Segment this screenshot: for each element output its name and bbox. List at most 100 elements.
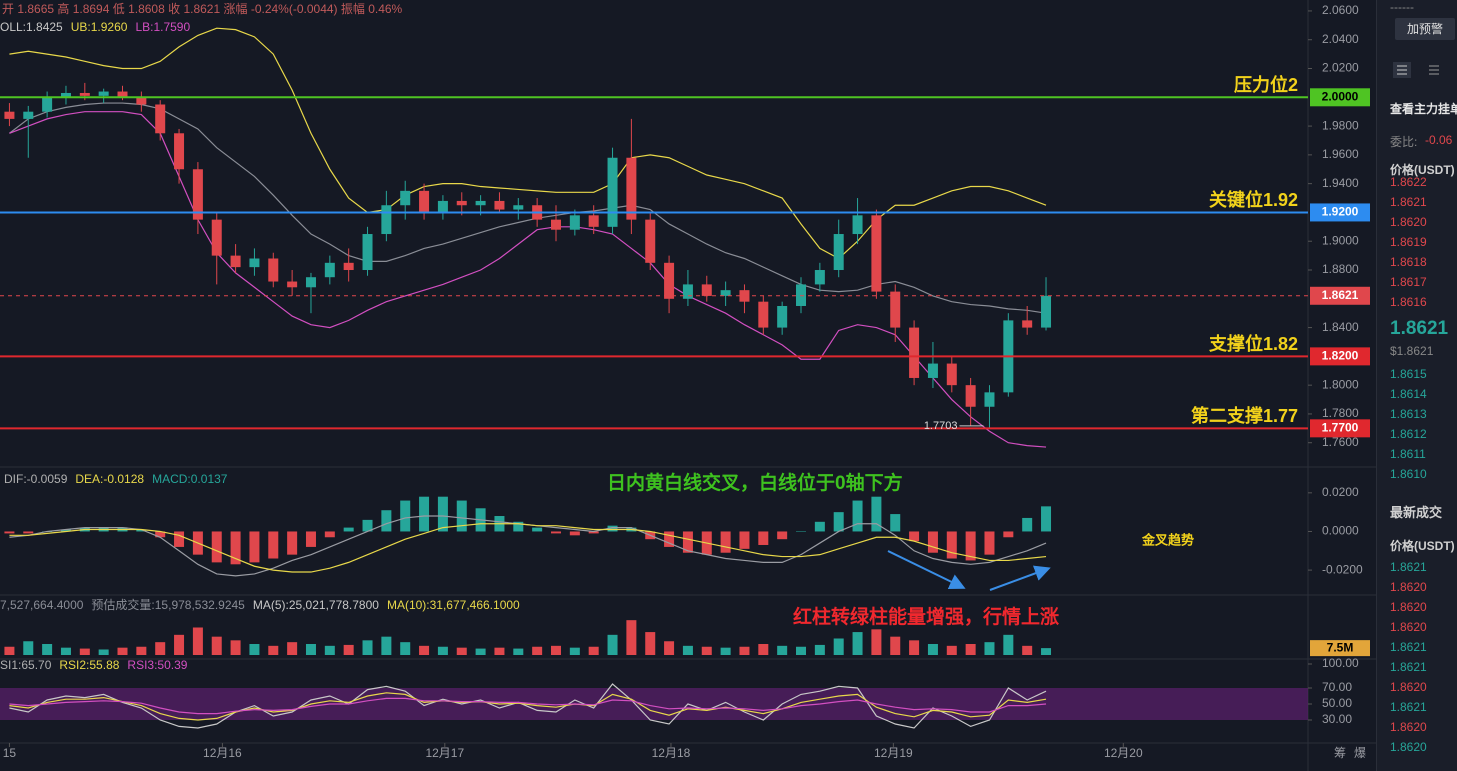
macd-bar bbox=[249, 531, 260, 563]
macd-bar bbox=[1041, 506, 1052, 532]
macd-bar bbox=[381, 510, 392, 532]
order-book-title[interactable]: 查看主力挂单 bbox=[1390, 102, 1457, 116]
volume-bar bbox=[136, 646, 147, 655]
volume-bar bbox=[343, 644, 354, 655]
macd-bar bbox=[758, 531, 769, 545]
volume-bar bbox=[287, 642, 298, 655]
macd-bar bbox=[946, 531, 957, 559]
trade-price: 1.8620 bbox=[1390, 720, 1427, 734]
macd-bar bbox=[1022, 517, 1033, 532]
ohlc-header: 开 1.8665 高 1.8694 低 1.8608 收 1.8621 涨幅 -… bbox=[2, 1, 403, 16]
candle-body bbox=[927, 363, 938, 378]
x-tick-label: 12月20 bbox=[1104, 746, 1143, 760]
bid-price: 1.8612 bbox=[1390, 427, 1427, 441]
legend-item: UB:1.9260 bbox=[71, 20, 128, 34]
macd-bar bbox=[909, 531, 920, 542]
legend-item: 7,527,664.4000 bbox=[0, 598, 84, 612]
macd-bar bbox=[739, 531, 750, 549]
candle-body bbox=[833, 234, 844, 271]
volume-bar bbox=[155, 642, 166, 655]
candle-body bbox=[664, 262, 675, 299]
x-tick-label: 12月17 bbox=[425, 746, 464, 760]
legend-item: MA(10):31,677,466.1000 bbox=[387, 598, 520, 612]
y-tick-label: 1.8000 bbox=[1322, 377, 1359, 391]
level-label: 1.7700 bbox=[1322, 421, 1359, 435]
candle-body bbox=[871, 215, 882, 292]
volume-bar bbox=[588, 646, 599, 655]
volume-bar bbox=[249, 644, 260, 655]
trade-price: 1.8621 bbox=[1390, 700, 1427, 714]
macd-bar bbox=[550, 531, 561, 534]
alert-button[interactable]: 加预警 bbox=[1395, 18, 1455, 40]
candle-body bbox=[626, 157, 637, 220]
macd-bar bbox=[456, 500, 467, 532]
rsi-line bbox=[9, 692, 1047, 721]
last-price-box bbox=[1310, 286, 1370, 305]
candle-body bbox=[475, 200, 486, 206]
candle-body bbox=[305, 277, 316, 288]
level-label: 1.8200 bbox=[1322, 349, 1359, 363]
macd-bar bbox=[569, 531, 580, 536]
candle-body bbox=[607, 157, 618, 227]
level-label-box bbox=[1310, 419, 1370, 438]
y-tick-label: 2.0200 bbox=[1322, 61, 1359, 75]
macd-bar bbox=[871, 496, 882, 532]
corner-label: 爆 bbox=[1354, 746, 1366, 760]
candle-body bbox=[777, 305, 788, 328]
macd-bar bbox=[324, 531, 335, 538]
volume-bar bbox=[796, 646, 807, 655]
ask-price: 1.8617 bbox=[1390, 275, 1427, 289]
volume-bar bbox=[739, 646, 750, 655]
trade-price: 1.8620 bbox=[1390, 740, 1427, 754]
candle-body bbox=[814, 270, 825, 285]
candle-body bbox=[796, 284, 807, 306]
legend-item: OLL:1.8425 bbox=[0, 20, 63, 34]
annotation: 日内黄白线交叉，白线位于0轴下方 bbox=[607, 471, 903, 494]
macd-bar bbox=[174, 531, 185, 547]
volume-bar bbox=[965, 644, 976, 655]
corner-label: 筹 bbox=[1334, 746, 1346, 760]
volume-bar bbox=[814, 644, 825, 655]
level-text: 压力位2 bbox=[1234, 74, 1298, 95]
level-label-box bbox=[1310, 203, 1370, 222]
candle-body bbox=[117, 91, 128, 98]
trade-price: 1.8621 bbox=[1390, 660, 1427, 674]
volume-bar bbox=[1022, 645, 1033, 655]
volume-bar bbox=[569, 647, 580, 655]
volume-bar bbox=[532, 646, 543, 655]
y-tick-label: 1.7800 bbox=[1322, 406, 1359, 420]
ask-price: 1.8616 bbox=[1390, 295, 1427, 309]
macd-bar bbox=[682, 531, 693, 553]
macd-bar bbox=[814, 521, 825, 532]
y-tick-label: 50.00 bbox=[1322, 696, 1352, 710]
bid-price: 1.8610 bbox=[1390, 467, 1427, 481]
ratio-label: 委比: bbox=[1390, 135, 1418, 149]
rsi-line bbox=[9, 683, 1047, 729]
view-icons[interactable] bbox=[1393, 62, 1453, 78]
volume-bar bbox=[607, 634, 618, 655]
candle-body bbox=[645, 219, 656, 263]
trade-price: 1.8620 bbox=[1390, 580, 1427, 594]
macd-bar bbox=[287, 531, 298, 555]
y-tick-label: 1.9600 bbox=[1322, 147, 1359, 161]
volume-bar bbox=[626, 620, 637, 655]
candle-body bbox=[550, 219, 561, 230]
macd-bar bbox=[607, 525, 618, 532]
volume-bar bbox=[890, 636, 901, 655]
candle-body bbox=[249, 258, 260, 268]
volume-bar bbox=[268, 645, 279, 655]
volume-bar bbox=[758, 644, 769, 655]
boll-line bbox=[9, 111, 1047, 448]
volume-bar bbox=[1041, 648, 1052, 655]
candle-body bbox=[569, 215, 580, 230]
legend-item: DIF:-0.0059 bbox=[4, 472, 68, 486]
bid-price: 1.8614 bbox=[1390, 387, 1427, 401]
volume-bar bbox=[513, 648, 524, 655]
legend-item: RSI2:55.88 bbox=[59, 658, 119, 672]
last-price: 1.8621 bbox=[1390, 318, 1449, 339]
ask-price: 1.8618 bbox=[1390, 255, 1427, 269]
volume-bar bbox=[645, 632, 656, 655]
trades-title: 最新成交 bbox=[1390, 505, 1443, 520]
volume-bar bbox=[720, 647, 731, 655]
